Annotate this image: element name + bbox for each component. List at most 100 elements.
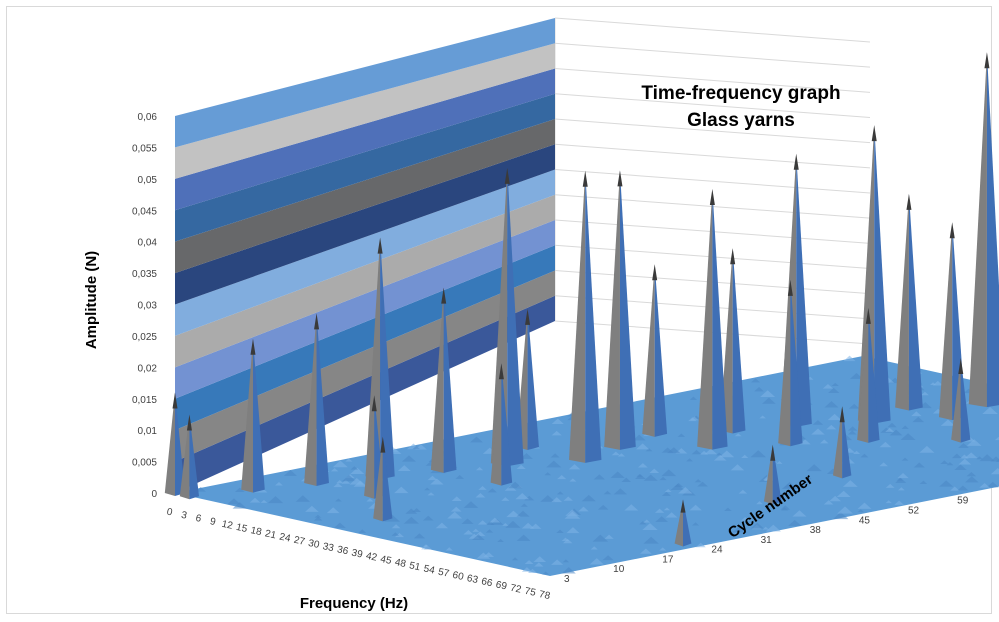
y-tick-label: 31 bbox=[761, 535, 773, 546]
surface-facet bbox=[895, 477, 907, 483]
peak-tip bbox=[186, 414, 192, 431]
surface-facet bbox=[689, 504, 702, 511]
y-tick-label: 24 bbox=[711, 545, 723, 556]
surface-facet bbox=[713, 454, 727, 461]
surface-facet bbox=[430, 478, 444, 485]
surface-facet bbox=[921, 391, 929, 396]
x-tick-label: 33 bbox=[322, 541, 336, 554]
peak-face-right bbox=[908, 193, 923, 411]
surface-facet bbox=[730, 464, 745, 471]
peak-tip bbox=[504, 167, 510, 184]
surface-facet bbox=[732, 525, 748, 533]
surface-peak bbox=[304, 313, 329, 487]
surface-peak bbox=[857, 307, 880, 443]
surface-facet bbox=[879, 462, 888, 467]
chart-title-line-2: Glass yarns bbox=[687, 110, 795, 131]
surface-facet bbox=[421, 544, 432, 550]
surface-facet bbox=[350, 467, 365, 475]
surface-facet bbox=[506, 510, 521, 518]
x-tick-label: 21 bbox=[264, 528, 278, 541]
surface-facet bbox=[403, 516, 419, 524]
surface-facet bbox=[695, 542, 706, 548]
peak-tip bbox=[582, 170, 588, 187]
x-axis-title: Frequency (Hz) bbox=[300, 595, 408, 612]
x-tick-label: 78 bbox=[538, 589, 552, 602]
surface-facet bbox=[516, 464, 526, 469]
back-wall-gridline bbox=[554, 93, 871, 118]
surface-facet bbox=[879, 441, 892, 448]
x-tick-label: 57 bbox=[437, 567, 451, 580]
surface-facet bbox=[741, 454, 749, 458]
amplitude-band bbox=[175, 270, 555, 462]
surface-facet bbox=[461, 518, 474, 524]
x-tick-label: 48 bbox=[394, 557, 408, 570]
peak-tip bbox=[871, 125, 877, 142]
back-wall-gridline bbox=[554, 42, 871, 68]
surface-facet bbox=[670, 483, 685, 491]
surface-facet bbox=[521, 522, 535, 529]
surface-facet bbox=[986, 481, 999, 488]
y-tick-label: 10 bbox=[613, 564, 625, 575]
x-tick-label: 54 bbox=[423, 563, 437, 576]
z-tick-label: 0,06 bbox=[138, 112, 158, 123]
surface-facet bbox=[639, 521, 647, 525]
surface-facet bbox=[960, 454, 969, 459]
surface-facet bbox=[994, 436, 999, 441]
surface-facet bbox=[919, 480, 928, 484]
peak-face-right bbox=[189, 414, 200, 500]
chart-title-line-1: Time-frequency graph bbox=[641, 83, 840, 104]
surface-facet bbox=[450, 506, 462, 512]
surface-facet bbox=[463, 529, 474, 535]
x-tick-label: 69 bbox=[495, 579, 509, 592]
surface-facet bbox=[592, 534, 608, 542]
surface-facet bbox=[847, 430, 857, 435]
x-tick-label: 6 bbox=[195, 513, 203, 525]
back-wall-gridline bbox=[554, 68, 871, 93]
peak-face-right bbox=[507, 167, 524, 467]
surface-facet bbox=[663, 507, 671, 511]
surface-facet bbox=[295, 495, 310, 502]
x-tick-label: 3 bbox=[180, 510, 188, 522]
surface-peak bbox=[778, 279, 803, 447]
surface-facet bbox=[754, 387, 764, 392]
surface-facet bbox=[542, 571, 550, 575]
surface-facet bbox=[954, 464, 967, 471]
peak-tip bbox=[525, 308, 531, 325]
surface-facet bbox=[826, 424, 837, 430]
surface-facet bbox=[659, 547, 667, 551]
surface-facet bbox=[565, 509, 580, 516]
z-tick-label: 0,045 bbox=[132, 206, 157, 217]
surface-facet bbox=[912, 416, 925, 423]
surface-facet bbox=[719, 450, 735, 458]
surface-facet bbox=[760, 390, 776, 397]
z-tick-label: 0,04 bbox=[138, 238, 158, 249]
surface-facet bbox=[534, 562, 544, 567]
surface-facet bbox=[427, 475, 438, 481]
peak-face-left bbox=[951, 357, 961, 443]
peak-face-right bbox=[842, 406, 852, 479]
surface-facet bbox=[734, 433, 742, 437]
surface-facet bbox=[982, 406, 998, 415]
surface-facet bbox=[283, 469, 297, 476]
surface-facet bbox=[979, 454, 995, 462]
surface-facet bbox=[759, 415, 766, 419]
peak-tip bbox=[498, 363, 504, 380]
peak-face-right bbox=[501, 363, 513, 486]
amplitude-band bbox=[175, 119, 555, 274]
amplitude-band bbox=[175, 43, 555, 179]
surface-facet bbox=[964, 452, 978, 459]
surface-facet bbox=[412, 508, 422, 513]
amplitude-band bbox=[175, 194, 555, 368]
surface-facet bbox=[750, 522, 764, 529]
surface-facet bbox=[515, 493, 530, 500]
peak-face-right bbox=[619, 170, 636, 450]
surface-facet bbox=[678, 486, 693, 494]
surface-facet bbox=[756, 501, 763, 505]
x-tick-label: 0 bbox=[166, 507, 174, 519]
surface-facet bbox=[485, 521, 495, 526]
surface-facet bbox=[267, 496, 284, 504]
surface-facet bbox=[958, 443, 969, 448]
surface-peak bbox=[832, 406, 852, 479]
surface-peak bbox=[569, 170, 602, 463]
surface-facet bbox=[776, 461, 783, 464]
